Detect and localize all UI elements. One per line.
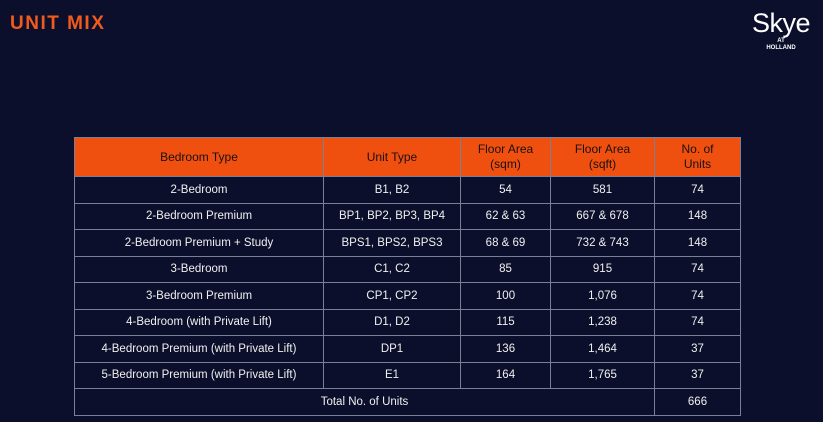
column-header: Floor Area (sqft): [550, 137, 655, 177]
unit-mix-table: Bedroom Type Unit Type Floor Area (sqm) Flo…: [74, 137, 741, 416]
table-cell: BP1, BP2, BP3, BP4: [323, 202, 461, 230]
total-row: Total No. of Units 666: [74, 388, 741, 416]
table-cell: 667 & 678: [550, 202, 655, 230]
table-cell: C1, C2: [323, 255, 461, 283]
table-row: 4-Bedroom Premium (with Private Lift) DP1…: [74, 335, 741, 363]
table-cell: 2-Bedroom Premium + Study: [74, 229, 324, 257]
header-row: Bedroom Type Unit Type Floor Area (sqm) Flo…: [74, 137, 741, 177]
column-header: Floor Area (sqm): [460, 137, 551, 177]
table-row: 2-Bedroom B1, B2 54 581 74: [74, 176, 741, 204]
table-cell: 3-Bedroom Premium: [74, 282, 324, 310]
table-cell: 581: [550, 176, 655, 204]
table-cell: 136: [460, 335, 551, 363]
table-cell: 148: [654, 229, 741, 257]
table-cell: 37: [654, 361, 741, 389]
logo: Skye AT HOLLAND: [742, 8, 820, 52]
table-cell: 1,765: [550, 361, 655, 389]
table-row: 3-Bedroom Premium CP1, CP2 100 1,076 74: [74, 282, 741, 310]
table-cell: 100: [460, 282, 551, 310]
logo-name: Skye: [751, 8, 811, 38]
table-row: 2-Bedroom Premium + Study BPS1, BPS2, BPS…: [74, 229, 741, 257]
table-body: 2-Bedroom B1, B2 54 581 74 2-Bedroom Premium B…: [74, 176, 741, 416]
table-cell: 115: [460, 308, 551, 336]
page-title: UNIT MIX: [10, 13, 106, 34]
table-cell: 85: [460, 255, 551, 283]
total-label: Total No. of Units: [74, 388, 655, 416]
table-cell: BPS1, BPS2, BPS3: [323, 229, 461, 257]
table-cell: 1,464: [550, 335, 655, 363]
table-cell: CP1, CP2: [323, 282, 461, 310]
table-cell: 74: [654, 282, 741, 310]
table-row: 3-Bedroom C1, C2 85 915 74: [74, 255, 741, 283]
table-cell: D1, D2: [323, 308, 461, 336]
table-cell: 164: [460, 361, 551, 389]
table-cell: 2-Bedroom: [74, 176, 324, 204]
table-cell: B1, B2: [323, 176, 461, 204]
table-cell: 3-Bedroom: [74, 255, 324, 283]
column-header: Bedroom Type: [74, 137, 324, 177]
table-row: 4-Bedroom (with Private Lift) D1, D2 115 1,…: [74, 308, 741, 336]
table-cell: 915: [550, 255, 655, 283]
table-cell: DP1: [323, 335, 461, 363]
table-cell: 2-Bedroom Premium: [74, 202, 324, 230]
table-cell: E1: [323, 361, 461, 389]
table-row: 2-Bedroom Premium BP1, BP2, BP3, BP4 62 & …: [74, 202, 741, 230]
table-cell: 5-Bedroom Premium (with Private Lift): [74, 361, 324, 389]
table-cell: 74: [654, 308, 741, 336]
column-header: No. of Units: [654, 137, 741, 177]
table-cell: 732 & 743: [550, 229, 655, 257]
table-cell: 74: [654, 176, 741, 204]
table-cell: 4-Bedroom (with Private Lift): [74, 308, 324, 336]
table-cell: 74: [654, 255, 741, 283]
table-cell: 37: [654, 335, 741, 363]
table-cell: 54: [460, 176, 551, 204]
table-cell: 62 & 63: [460, 202, 551, 230]
table-cell: 1,076: [550, 282, 655, 310]
table-cell: 148: [654, 202, 741, 230]
logo-line: AT: [777, 38, 785, 44]
table-cell: 68 & 69: [460, 229, 551, 257]
table-cell: 4-Bedroom Premium (with Private Lift): [74, 335, 324, 363]
table-row: 5-Bedroom Premium (with Private Lift) E1 1…: [74, 361, 741, 389]
total-value: 666: [654, 388, 741, 416]
table-cell: 1,238: [550, 308, 655, 336]
logo-line: HOLLAND: [766, 45, 796, 51]
column-header: Unit Type: [323, 137, 461, 177]
